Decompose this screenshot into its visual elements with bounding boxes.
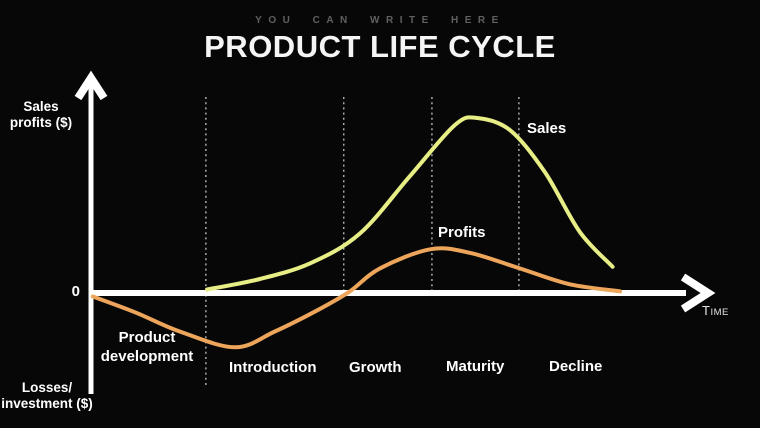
y-axis-arrowhead [74, 70, 108, 101]
stage-label-decline: Decline [549, 358, 603, 375]
sales-curve [205, 115, 615, 292]
stage-label-growth: Growth [349, 359, 402, 376]
x-axis-arrowhead [680, 273, 716, 313]
stage-label-product-development: Product development [100, 329, 194, 365]
page-title: PRODUCT LIFE CYCLE [204, 29, 556, 64]
kicker-text: YOU CAN WRITE HERE [255, 15, 505, 26]
x-axis-time-label: TIME [702, 303, 729, 318]
curves [90, 115, 623, 350]
y-axis-negative-label: Losses/ investment ($) [1, 380, 93, 412]
y-axis [74, 70, 108, 394]
stage-label-introduction: Introduction [229, 359, 317, 376]
profits-curve-label: Profits [438, 224, 486, 241]
y-axis-positive-label: Sales profits ($) [9, 99, 73, 131]
stage-label-maturity: Maturity [446, 358, 505, 375]
stage-boundary-lines [205, 97, 520, 385]
origin-zero-label: 0 [71, 283, 80, 300]
profits-curve [90, 246, 623, 350]
sales-curve-label: Sales [527, 120, 567, 137]
x-axis [89, 273, 716, 313]
